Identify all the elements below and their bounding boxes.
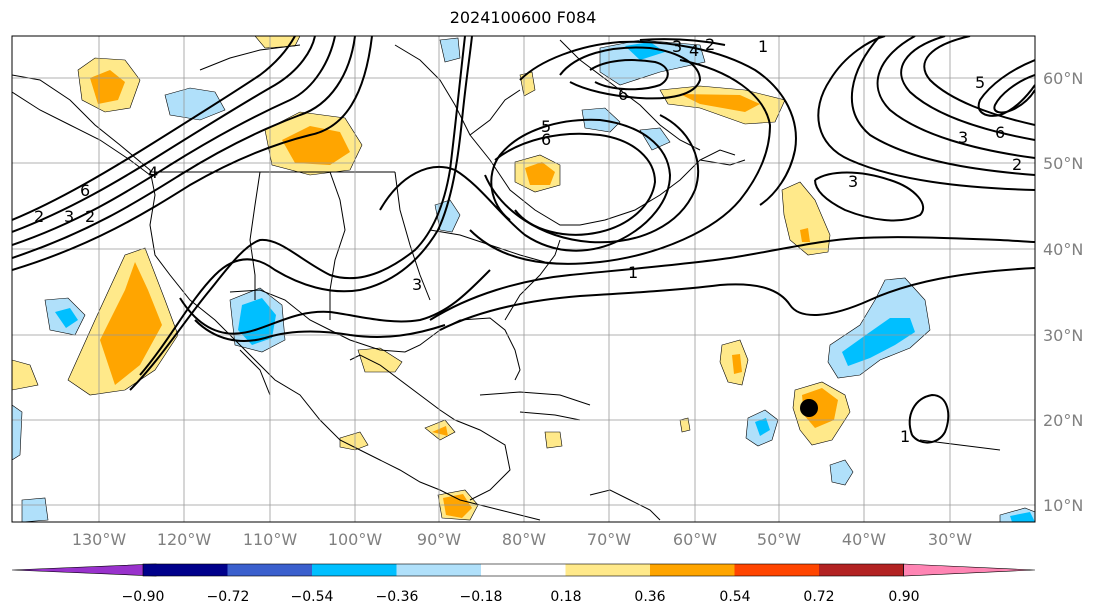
colorbar-labels: −0.90 −0.72 −0.54 −0.36 −0.18 0.18 0.36 … bbox=[122, 589, 920, 605]
lon-label: 30°W bbox=[928, 530, 972, 549]
colorbar-tick-label: −0.36 bbox=[376, 589, 419, 605]
colorbar-extend-min bbox=[11, 563, 157, 577]
lon-label: 60°W bbox=[673, 530, 717, 549]
lon-label: 120°W bbox=[157, 530, 212, 549]
lon-label: 130°W bbox=[72, 530, 127, 549]
colorbar-tick-label: 0.54 bbox=[719, 589, 750, 605]
latitude-labels: 60°N 50°N 40°N 30°N 20°N 10°N bbox=[1043, 69, 1083, 515]
lat-label: 60°N bbox=[1043, 69, 1083, 88]
colorbar-tick-label: −0.90 bbox=[122, 589, 165, 605]
contour-label: 2 bbox=[705, 35, 715, 54]
colorbar-segment bbox=[312, 564, 397, 576]
contour-label: 5 bbox=[975, 73, 985, 92]
contour-label: 1 bbox=[900, 427, 910, 446]
contour-label: 2 bbox=[34, 207, 44, 226]
lon-label: 80°W bbox=[502, 530, 546, 549]
contour-label: 3 bbox=[412, 275, 422, 294]
contour-labels: 2 3 2 6 4 5 6 6 2 3 4 1 6 3 5 2 3 3 1 1 bbox=[34, 35, 1022, 446]
colorbar-segment bbox=[819, 564, 904, 576]
lat-label: 40°N bbox=[1043, 240, 1083, 259]
contour-label: 3 bbox=[848, 172, 858, 191]
contour-label: 6 bbox=[995, 123, 1005, 142]
contour-label: 3 bbox=[958, 128, 968, 147]
lon-label: 50°W bbox=[757, 530, 801, 549]
lon-label: 110°W bbox=[243, 530, 298, 549]
colorbar-tick-label: −0.18 bbox=[460, 589, 503, 605]
colorbar-tick-label: 0.18 bbox=[550, 589, 581, 605]
colorbar-segment bbox=[481, 564, 566, 576]
colorbar-segment bbox=[227, 564, 313, 576]
contour-label: 1 bbox=[628, 263, 638, 282]
colorbar-segment bbox=[734, 564, 820, 576]
map-frame bbox=[11, 35, 1036, 523]
colorbar-outline bbox=[142, 563, 904, 577]
longitude-labels: 130°W 120°W 110°W 100°W 90°W 80°W 70°W 6… bbox=[72, 530, 972, 549]
contour-label: 2 bbox=[85, 207, 95, 226]
colorbar-segment bbox=[143, 564, 228, 576]
coastlines bbox=[12, 39, 1001, 521]
lon-label: 100°W bbox=[328, 530, 383, 549]
shaded-anomalies bbox=[12, 36, 1035, 522]
contour-label: 4 bbox=[148, 163, 158, 182]
lon-label: 90°W bbox=[417, 530, 461, 549]
colorbar-tick-label: −0.54 bbox=[291, 589, 334, 605]
contour-label: 6 bbox=[541, 130, 551, 149]
lon-label: 70°W bbox=[587, 530, 631, 549]
colorbar-segment bbox=[650, 564, 735, 576]
contour-label: 3 bbox=[64, 207, 74, 226]
colorbar-tick-label: 0.36 bbox=[634, 589, 665, 605]
colorbar-segment bbox=[565, 564, 651, 576]
map-title: 2024100600 F084 bbox=[449, 8, 597, 27]
lat-label: 10°N bbox=[1043, 496, 1083, 515]
contour-label: 3 bbox=[672, 37, 682, 56]
map-background bbox=[12, 36, 1035, 522]
lat-label: 30°N bbox=[1043, 326, 1083, 345]
contour-label: 5 bbox=[541, 117, 551, 136]
contour-label: 6 bbox=[618, 85, 628, 104]
colorbar-tick-label: −0.72 bbox=[207, 589, 250, 605]
lon-label: 40°W bbox=[842, 530, 886, 549]
colorbar-tick-label: 0.72 bbox=[803, 589, 834, 605]
colorbar-tick-label: 0.90 bbox=[888, 589, 919, 605]
contour-label: 6 bbox=[80, 181, 90, 200]
colorbar-extend-max bbox=[903, 563, 1036, 577]
lat-label: 50°N bbox=[1043, 154, 1083, 173]
contour-label: 2 bbox=[1012, 155, 1022, 174]
contour-lines bbox=[12, 36, 1035, 444]
colorbar bbox=[11, 563, 1036, 577]
contour-label: 4 bbox=[689, 41, 699, 60]
lat-label: 20°N bbox=[1043, 411, 1083, 430]
colorbar-segment bbox=[396, 564, 482, 576]
contour-label: 1 bbox=[758, 37, 768, 56]
storm-center-marker bbox=[800, 399, 818, 417]
